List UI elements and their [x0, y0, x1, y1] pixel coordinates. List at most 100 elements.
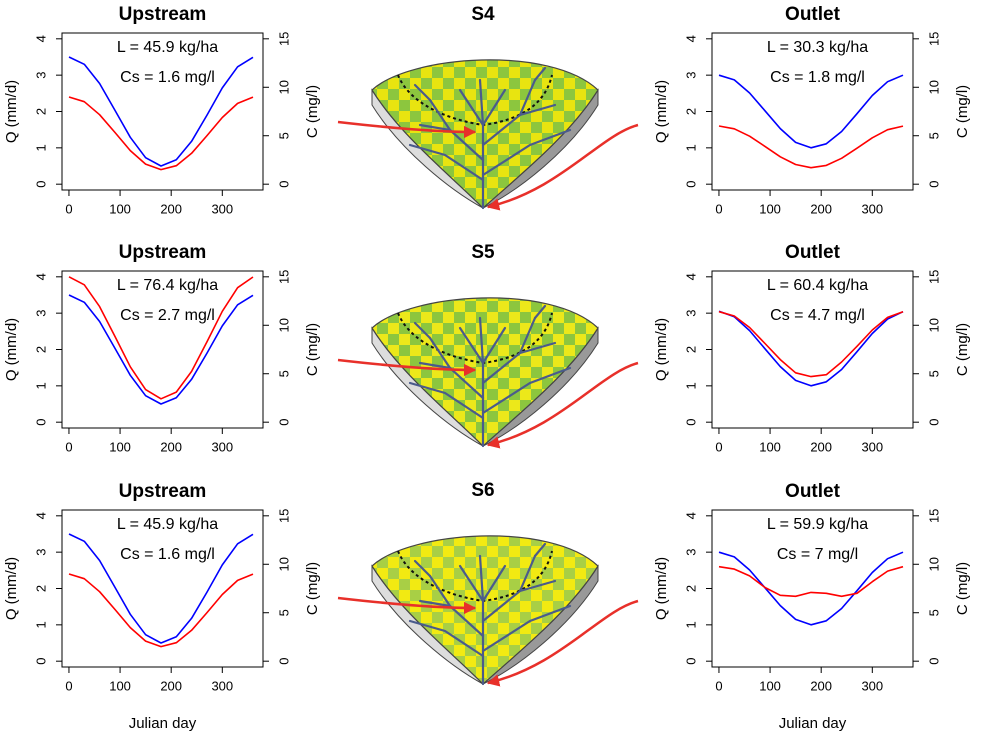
y-axis-label: Q (mm/d)	[3, 80, 20, 143]
y-tick-label: 4	[33, 273, 48, 280]
annotation: Cs = 4.7 mg/l	[770, 307, 865, 324]
chart-title: Outlet	[785, 481, 841, 502]
y2-tick-label: 10	[276, 318, 291, 332]
data-line	[718, 125, 904, 169]
catchment-diagram	[371, 59, 599, 210]
x-tick-label: 100	[759, 439, 781, 454]
x-tick-label: 100	[109, 201, 131, 216]
y-tick-label: 2	[33, 346, 48, 353]
y-tick-label: 2	[683, 585, 698, 592]
y2-tick-label: 15	[926, 270, 941, 284]
y-tick-label: 0	[33, 658, 48, 665]
stream-network	[518, 103, 557, 117]
y-tick-label: 1	[33, 382, 48, 389]
annotation: L = 30.3 kg/ha	[767, 39, 868, 56]
annotation: Cs = 2.7 mg/l	[120, 307, 215, 324]
stream-network	[481, 604, 572, 653]
catchment-surface	[371, 297, 599, 447]
data-line	[718, 551, 904, 626]
x-tick-label: 300	[211, 201, 233, 216]
stream-network	[458, 564, 485, 603]
stream-network	[481, 128, 572, 177]
y-tick-label: 1	[683, 621, 698, 628]
plot-frame	[711, 270, 914, 429]
y2-axis-label: C (mg/l)	[304, 323, 321, 376]
y2-tick-label: 5	[926, 370, 941, 377]
data-line	[718, 310, 904, 378]
x-tick-label: 300	[211, 678, 233, 693]
arrow	[486, 361, 639, 449]
y2-tick-label: 0	[926, 181, 941, 188]
data-line	[68, 56, 254, 167]
y-axis-label: Q (mm/d)	[653, 80, 670, 143]
data-line	[68, 573, 254, 648]
annotation: Cs = 1.6 mg/l	[120, 546, 215, 563]
x-axis-label: Julian day	[779, 715, 847, 732]
y2-tick-label: 10	[926, 80, 941, 94]
y-tick-label: 0	[683, 419, 698, 426]
y2-tick-label: 0	[276, 419, 291, 426]
y2-tick-label: 0	[276, 658, 291, 665]
y-tick-label: 1	[33, 621, 48, 628]
y-tick-label: 3	[33, 72, 48, 79]
x-tick-label: 300	[861, 439, 883, 454]
stream-network	[533, 304, 547, 320]
y2-tick-label: 5	[926, 609, 941, 616]
catchment-surface	[371, 59, 599, 209]
y-tick-label: 2	[33, 108, 48, 115]
stream-network	[408, 619, 485, 658]
x-tick-label: 300	[861, 201, 883, 216]
y2-tick-label: 10	[926, 318, 941, 332]
y-tick-label: 0	[683, 181, 698, 188]
stream-network	[481, 88, 507, 127]
y-tick-label: 3	[33, 310, 48, 317]
y-axis-label: Q (mm/d)	[653, 557, 670, 620]
y-tick-label: 3	[683, 72, 698, 79]
catchment-diagram	[371, 535, 599, 686]
x-tick-label: 100	[109, 678, 131, 693]
y2-tick-label: 10	[276, 80, 291, 94]
chart-title: Outlet	[785, 4, 841, 25]
data-line	[718, 74, 904, 149]
stream-network	[458, 88, 485, 127]
y-tick-label: 1	[33, 144, 48, 151]
stream-network	[418, 361, 452, 370]
stream-network	[518, 579, 557, 593]
y-tick-label: 0	[33, 419, 48, 426]
y2-tick-label: 5	[926, 132, 941, 139]
data-line	[68, 96, 254, 171]
chart-title: Outlet	[785, 242, 841, 263]
x-tick-label: 0	[715, 678, 722, 693]
stream-network	[481, 564, 507, 603]
x-tick-label: 200	[810, 439, 832, 454]
plot-frame	[61, 509, 264, 668]
arrow	[486, 599, 639, 687]
annotation: L = 45.9 kg/ha	[117, 39, 218, 56]
stream-network	[418, 599, 452, 608]
chart-title: Upstream	[119, 4, 207, 25]
data-line	[68, 533, 254, 644]
y-tick-label: 0	[683, 658, 698, 665]
annotation: L = 76.4 kg/ha	[117, 277, 218, 294]
stream-network	[418, 123, 452, 132]
y2-axis-label: C (mg/l)	[954, 85, 971, 138]
x-tick-label: 200	[160, 201, 182, 216]
y2-tick-label: 15	[276, 32, 291, 46]
x-tick-label: 0	[715, 439, 722, 454]
catchment-surface	[371, 535, 599, 685]
y2-tick-label: 5	[276, 132, 291, 139]
y-tick-label: 4	[33, 35, 48, 42]
x-tick-label: 200	[810, 678, 832, 693]
arrow	[337, 596, 477, 615]
stream-network	[481, 326, 507, 365]
stream-network	[413, 83, 432, 102]
diagram-title: S5	[471, 242, 495, 263]
y2-axis-label: C (mg/l)	[954, 562, 971, 615]
y-tick-label: 4	[683, 273, 698, 280]
x-tick-label: 100	[109, 439, 131, 454]
y2-axis-label: C (mg/l)	[954, 323, 971, 376]
x-tick-label: 0	[65, 201, 72, 216]
y2-tick-label: 10	[276, 557, 291, 571]
data-line	[718, 310, 904, 387]
